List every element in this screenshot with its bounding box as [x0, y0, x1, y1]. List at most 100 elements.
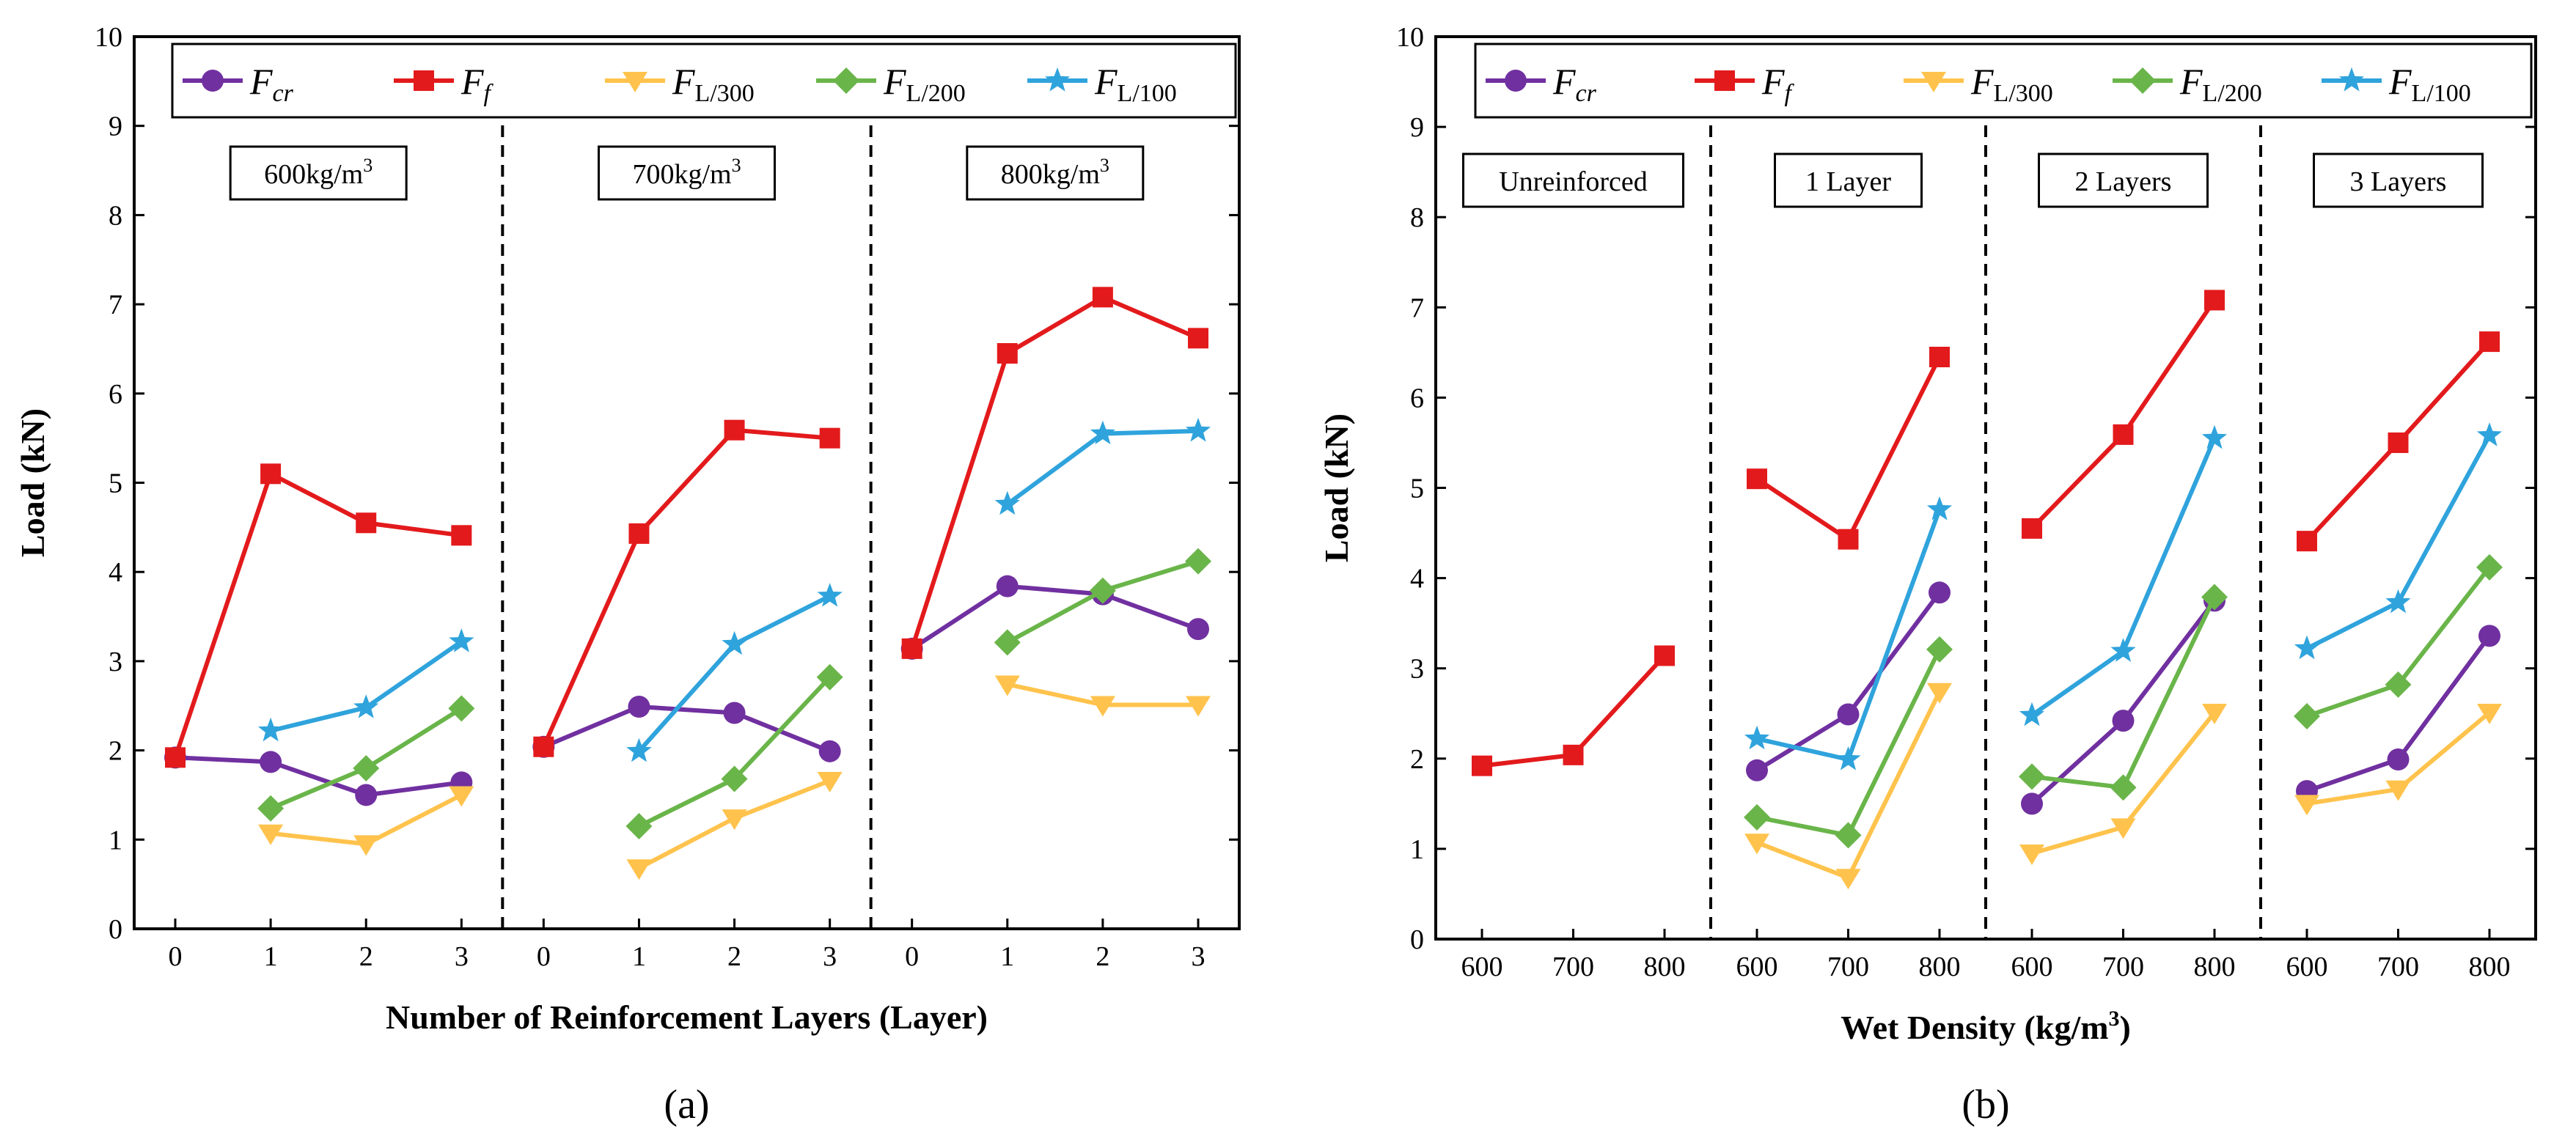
data-point-Fcr — [818, 740, 841, 762]
legend-label: FL/200 — [2179, 61, 2262, 107]
x-axis-label-text: Number of Reinforcement Layers (Layer) — [386, 998, 988, 1036]
y-tick-label: 8 — [109, 200, 122, 231]
group-label-superscript: 3 — [363, 155, 373, 176]
x-tick-label: 600 — [2286, 952, 2328, 982]
group-label-box — [966, 145, 1145, 201]
series-line-Fcr — [911, 584, 1200, 651]
group-label-box — [229, 145, 408, 201]
data-point-FL200 — [1089, 577, 1116, 604]
legend-label-main: F — [460, 61, 484, 102]
data-point-FL300 — [1186, 696, 1211, 717]
data-point-FL200 — [1744, 803, 1770, 831]
data-point-FL100 — [1744, 725, 1770, 750]
y-axis-label: Load (kN) — [1318, 413, 1355, 562]
y-tick-label: 10 — [1396, 22, 1424, 53]
series-line-FL200 — [638, 675, 832, 828]
legend-swatch-marker — [202, 70, 224, 92]
group-label-text: 1 Layer — [1805, 166, 1891, 197]
legend-label-sub: L/200 — [906, 80, 966, 107]
x-axis-label-superscript: 3 — [2109, 1007, 2120, 1031]
data-point-FL300 — [722, 809, 747, 831]
data-point-Fcr — [628, 695, 650, 718]
y-tick-label: 9 — [109, 111, 122, 142]
y-tick-label: 7 — [109, 290, 122, 320]
data-point-FL100 — [2019, 702, 2045, 726]
data-point-Fcr — [1746, 759, 1768, 781]
data-point-FL200 — [1835, 822, 1862, 849]
data-point-Fcr — [260, 751, 282, 773]
legend-label-sub: cr — [273, 80, 294, 107]
data-point-FL300 — [1090, 696, 1115, 717]
data-point-Ff — [1654, 645, 1675, 666]
legend-swatch-marker — [833, 67, 859, 94]
group-label: 3 Layers — [2350, 166, 2447, 197]
legend-label: FL/100 — [1094, 61, 1177, 107]
data-point-FL200 — [257, 795, 285, 822]
group-label-box — [2313, 152, 2484, 208]
data-point-Ff — [1747, 468, 1767, 490]
x-tick-label: 800 — [2469, 952, 2511, 982]
y-axis-label: Load (kN) — [14, 408, 51, 557]
legend-item-Fcr: Fcr — [1486, 61, 1597, 107]
series-line-Fcr — [543, 704, 831, 754]
data-point-FL200 — [2385, 671, 2412, 698]
group-label-box — [1774, 152, 1923, 208]
group-label: 2 Layers — [2075, 166, 2172, 197]
series-line-Fcr — [175, 755, 462, 798]
x-axis-label: Number of Reinforcement Layers (Layer) — [386, 998, 988, 1036]
group-label: 700kg/m3 — [632, 155, 741, 190]
data-point-FL200 — [2294, 702, 2320, 729]
series-line-Ff — [1755, 356, 1942, 542]
data-point-FL100 — [1090, 420, 1115, 445]
legend-label-sub: L/100 — [2412, 80, 2471, 107]
data-point-FL300 — [626, 859, 652, 880]
data-point-FL300 — [2294, 795, 2319, 816]
data-point-Fcr — [1929, 581, 1951, 604]
data-point-Ff — [901, 638, 922, 659]
data-point-FL200 — [1926, 636, 1953, 663]
data-point-Ff — [2022, 518, 2042, 539]
series-line-FL100 — [1006, 428, 1199, 507]
x-tick-label: 2 — [1096, 941, 1109, 972]
legend-label-main: F — [2388, 61, 2412, 102]
data-point-Fcr — [2112, 710, 2135, 732]
data-point-FL100 — [1835, 746, 1861, 770]
data-point-FL100 — [258, 717, 284, 742]
group-label-text: 800kg/m — [1001, 159, 1100, 190]
legend-item-FL300: FL/300 — [1904, 61, 2053, 107]
x-tick-label: 3 — [455, 941, 469, 972]
data-point-FL300 — [2385, 780, 2411, 801]
legend-label-sub: cr — [1576, 80, 1597, 107]
legend-swatch-marker — [1714, 70, 1735, 91]
series-line-FL200 — [1756, 648, 1942, 838]
x-tick-label: 2 — [727, 941, 741, 972]
legend-label: Fcr — [249, 61, 294, 107]
legend-label: Fcr — [1552, 61, 1597, 107]
x-tick-label: 600 — [1736, 952, 1778, 982]
data-point-FL300 — [2019, 845, 2044, 866]
panel-label: (a) — [664, 1082, 709, 1127]
series-line-Ff — [2030, 298, 2217, 530]
data-point-FL200 — [994, 629, 1021, 656]
legend-swatch-marker — [1505, 70, 1527, 92]
group-label: 800kg/m3 — [1001, 155, 1109, 190]
x-tick-label: 1 — [264, 941, 278, 972]
series-line-Fcr — [2030, 599, 2217, 806]
data-point-FL100 — [449, 628, 474, 652]
x-tick-label: 2 — [359, 941, 373, 972]
y-tick-label: 2 — [1410, 744, 1424, 775]
x-tick-label: 700 — [1552, 952, 1594, 982]
data-point-FL100 — [1185, 417, 1211, 442]
group-label-text: 700kg/m — [632, 159, 731, 190]
y-tick-label: 4 — [1410, 564, 1424, 595]
panel-b: 0 1 2 3 4 5 6 7 8 9 10 Load (kN) 600 700 800 Unreinforc… — [1318, 22, 2537, 1127]
legend-label-main: F — [883, 61, 906, 102]
data-point-FL200 — [1185, 548, 1211, 575]
x-tick-label: 1 — [632, 941, 646, 972]
data-point-Fcr — [1187, 618, 1209, 641]
y-tick-label: 6 — [1410, 383, 1424, 413]
y-tick-label: 8 — [1410, 202, 1424, 233]
series-line-FL100 — [2305, 434, 2492, 651]
